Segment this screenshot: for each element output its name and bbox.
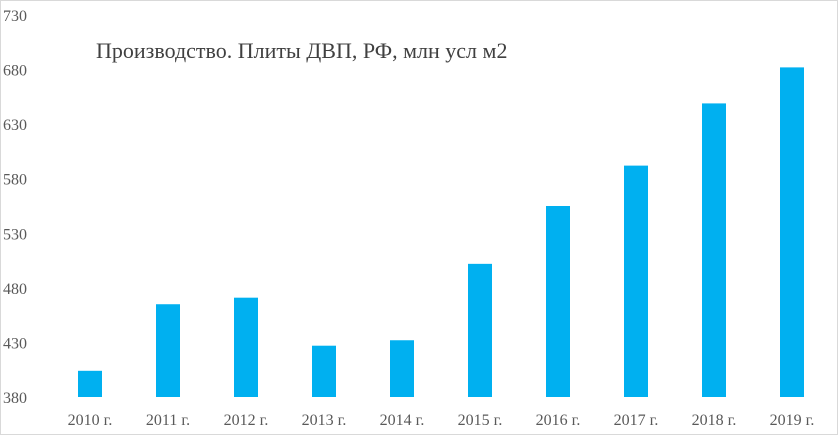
bar bbox=[78, 370, 102, 397]
x-axis: 2010 г. 2011 г. 2012 г. 2013 г. 2014 г. 2015 … bbox=[68, 412, 815, 429]
bars-group bbox=[78, 67, 804, 398]
bar bbox=[780, 67, 804, 397]
x-tick-label: 2018 г. bbox=[692, 412, 737, 429]
y-tick-label: 730 bbox=[3, 8, 27, 25]
x-tick-label: 2019 г. bbox=[770, 412, 815, 429]
bar bbox=[468, 263, 492, 397]
chart-title: Производство. Плиты ДВП, РФ, млн усл м2 bbox=[96, 38, 507, 63]
y-tick-label: 480 bbox=[3, 281, 27, 298]
bar bbox=[156, 304, 180, 397]
x-tick-label: 2012 г. bbox=[224, 412, 269, 429]
y-tick-label: 430 bbox=[3, 335, 27, 352]
x-tick-label: 2016 г. bbox=[536, 412, 581, 429]
y-tick-label: 580 bbox=[3, 172, 27, 189]
x-tick-label: 2014 г. bbox=[380, 412, 425, 429]
bar bbox=[546, 206, 570, 397]
y-tick-label: 630 bbox=[3, 117, 27, 134]
bar bbox=[702, 103, 726, 398]
y-tick-label: 680 bbox=[3, 63, 27, 80]
x-tick-label: 2011 г. bbox=[146, 412, 190, 429]
x-tick-label: 2015 г. bbox=[458, 412, 503, 429]
y-axis: 380 430 480 530 580 630 680 730 bbox=[3, 8, 27, 407]
bar bbox=[390, 340, 414, 397]
bar bbox=[234, 297, 258, 397]
x-tick-label: 2010 г. bbox=[68, 412, 113, 429]
y-tick-label: 380 bbox=[3, 390, 27, 407]
bar bbox=[312, 345, 336, 397]
x-tick-label: 2013 г. bbox=[302, 412, 347, 429]
bar bbox=[624, 165, 648, 397]
x-tick-label: 2017 г. bbox=[614, 412, 659, 429]
y-tick-label: 530 bbox=[3, 226, 27, 243]
